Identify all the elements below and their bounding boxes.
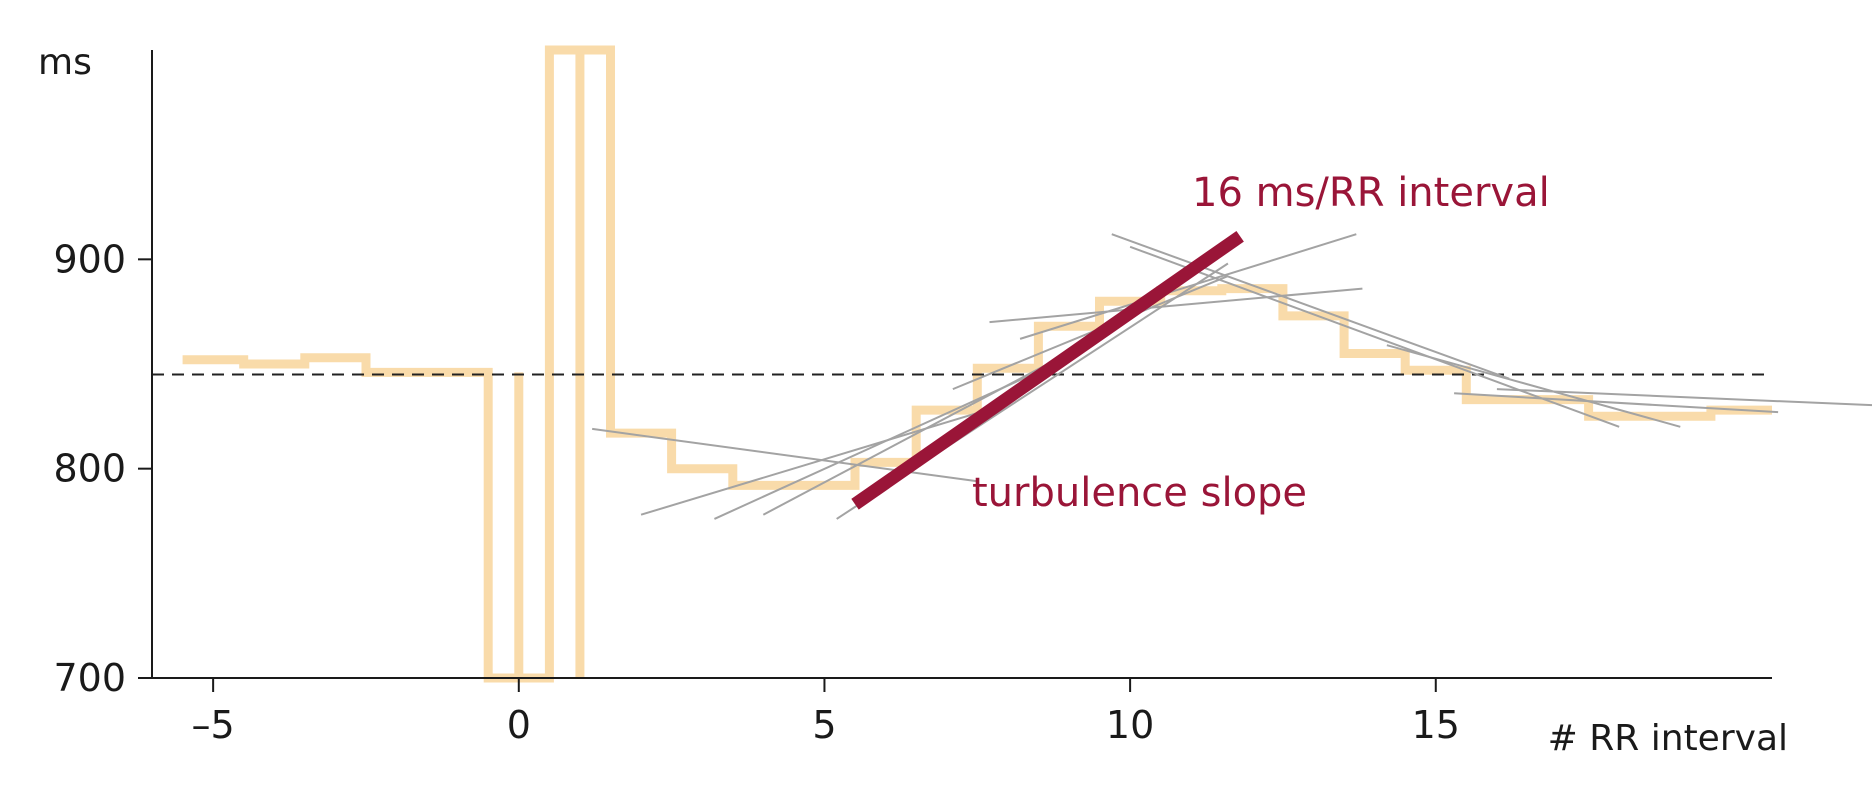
rr-interval-layer — [182, 45, 1772, 683]
regression-line — [640, 402, 1009, 516]
regression-line — [1129, 245, 1620, 428]
slope-line-layer — [851, 230, 1244, 510]
x-tick-label: 5 — [812, 703, 836, 747]
turbulence-slope-line — [851, 230, 1244, 510]
x-tick-label: 10 — [1106, 703, 1154, 747]
regression-line — [1386, 344, 1681, 428]
regression-line — [1111, 233, 1510, 380]
y-tick-label: 800 — [53, 447, 126, 491]
regression-line — [1019, 233, 1357, 340]
slope-name-annotation: turbulence slope — [972, 470, 1307, 516]
regression-line — [592, 427, 978, 483]
y-axis-label: ms — [38, 42, 92, 83]
x-axis-label: # RR interval — [1548, 718, 1788, 759]
regression-line — [1454, 392, 1779, 414]
regression-lines-layer — [592, 233, 1872, 520]
regression-line — [1496, 388, 1872, 407]
y-tick-label: 900 — [53, 237, 126, 281]
regression-line — [762, 342, 1088, 516]
x-tick-label: 15 — [1412, 703, 1460, 747]
slope-value-annotation: 16 ms/RR interval — [1192, 170, 1550, 216]
x-tick-label: –5 — [192, 703, 235, 747]
x-tick-label: 0 — [507, 703, 531, 747]
rr-interval-series — [182, 45, 1772, 683]
axes-layer: –5 0 5 10 15 700 800 900 — [53, 50, 1772, 747]
y-tick-label: 700 — [53, 656, 126, 700]
regression-line — [989, 287, 1363, 324]
